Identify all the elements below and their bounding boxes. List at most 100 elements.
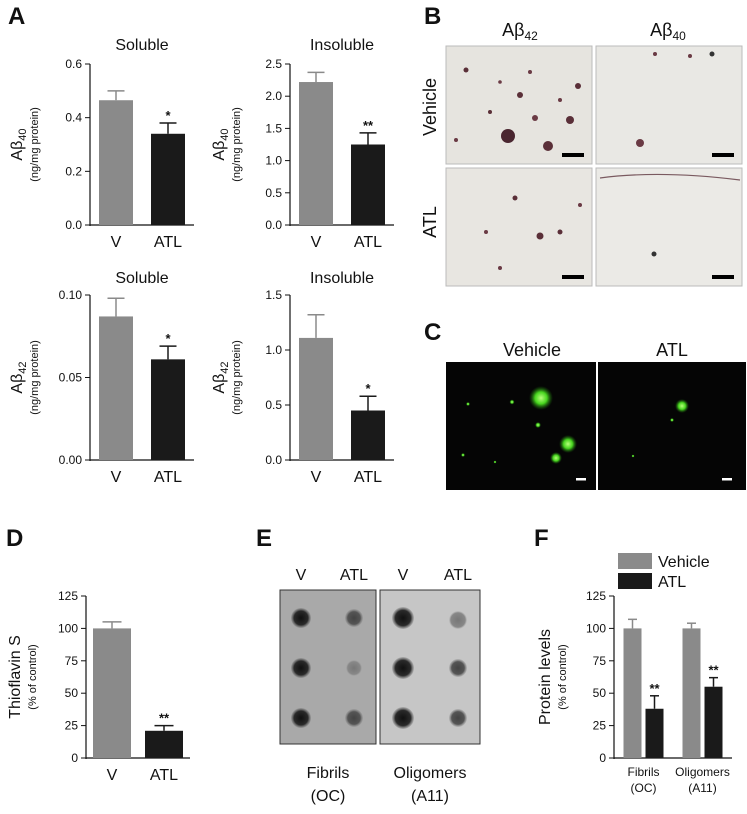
x-tick-label: V — [111, 234, 122, 251]
x-tick-label: V — [311, 234, 322, 251]
fluorescence-atl-image — [598, 362, 746, 490]
x-tick-label: V — [111, 469, 122, 486]
blot-col-label-v2: V — [398, 567, 409, 584]
y-tick-label: 0.00 — [59, 453, 83, 467]
significance-mark: ** — [649, 681, 660, 696]
x-tick-label: (A11) — [688, 781, 716, 795]
x-tick-label: ATL — [154, 234, 182, 251]
panel-c-col2-label: ATL — [656, 340, 688, 360]
blot-left-label-2: (OC) — [311, 788, 346, 805]
y-axis-unit: (% of control) — [557, 644, 569, 709]
bar — [299, 82, 333, 225]
y-tick-label: 0 — [599, 751, 606, 765]
x-tick-label: V — [107, 767, 118, 784]
x-tick-label: (OC) — [631, 781, 657, 795]
panel-b-col2-label: Aβ40 — [650, 20, 686, 43]
bar — [623, 628, 642, 758]
blot-col-label-v1: V — [296, 567, 307, 584]
bar — [145, 730, 183, 758]
bar — [351, 410, 385, 460]
y-tick-label: 0 — [71, 751, 78, 765]
y-tick-label: 2.0 — [265, 89, 282, 103]
blot-left-label-1: Fibrils — [307, 765, 350, 782]
y-tick-label: 75 — [65, 654, 79, 668]
y-axis-unit: (% of control) — [27, 644, 39, 709]
chart-a-insoluble-abeta40: Insoluble 0.0 0.5 1.0 1.5 2.0 2.5 Aβ40 (ng/mg pr… — [211, 37, 394, 251]
micrograph-vehicle-abeta42 — [445, 45, 593, 165]
significance-mark: * — [365, 381, 371, 396]
chart-title: Insoluble — [310, 37, 374, 54]
x-tick-label: Oligomers — [675, 765, 730, 779]
y-tick-label: 75 — [593, 654, 607, 668]
panel-letter-d: D — [6, 525, 23, 552]
bar — [151, 359, 185, 460]
x-tick-label: ATL — [354, 234, 382, 251]
micrograph-atl-abeta40 — [595, 167, 743, 287]
y-axis-label: Thioflavin S — [7, 635, 24, 719]
y-tick-label: 0.10 — [59, 288, 83, 302]
bar — [682, 628, 701, 758]
x-tick-label: Fibrils — [628, 765, 660, 779]
panel-b-row2-label: ATL — [420, 206, 440, 238]
y-axis-unit: (ng/mg protein) — [231, 340, 243, 415]
panel-letter-b: B — [424, 3, 441, 30]
y-axis-unit: (ng/mg protein) — [29, 107, 41, 182]
y-tick-label: 50 — [65, 686, 79, 700]
chart-a-insoluble-abeta42: Insoluble 0.0 0.5 1.0 1.5 Aβ42 (ng/mg protein)… — [211, 270, 394, 486]
significance-mark: * — [165, 331, 171, 346]
chart-title: Insoluble — [310, 270, 374, 287]
bar — [704, 686, 723, 758]
bar — [645, 708, 664, 758]
significance-mark: ** — [159, 711, 170, 726]
y-tick-label: 25 — [593, 719, 607, 733]
y-tick-label: 0.05 — [59, 371, 83, 385]
blot-right-label-1: Oligomers — [394, 765, 467, 782]
y-tick-label: 25 — [65, 719, 79, 733]
y-axis-unit: (ng/mg protein) — [29, 340, 41, 415]
y-tick-label: 0.5 — [265, 186, 282, 200]
y-tick-label: 50 — [593, 686, 607, 700]
panel-letter-a: A — [8, 3, 25, 30]
y-axis-label: Aβ42 — [9, 361, 29, 393]
y-tick-label: 0.4 — [65, 111, 82, 125]
significance-mark: ** — [363, 118, 374, 133]
panel-letter-f: F — [534, 525, 549, 552]
significance-mark: * — [165, 108, 171, 123]
y-tick-label: 1.5 — [265, 288, 282, 302]
y-tick-label: 0.0 — [65, 218, 82, 232]
panel-c-fluorescence: Vehicle ATL — [446, 340, 746, 490]
y-tick-label: 100 — [586, 621, 606, 635]
y-tick-label: 1.0 — [265, 343, 282, 357]
bar — [151, 133, 185, 225]
panel-b-micrographs: Aβ42 Aβ40 Vehicle ATL — [420, 20, 743, 287]
chart-f-protein-levels: 0 25 50 75 100 125 Protein levels (% of control… — [537, 589, 732, 795]
panel-letter-e: E — [256, 525, 272, 552]
x-tick-label: ATL — [154, 469, 182, 486]
bar — [351, 144, 385, 225]
micrograph-atl-abeta42 — [445, 167, 593, 287]
blot-col-label-atl1: ATL — [340, 567, 368, 584]
y-tick-label: 1.5 — [265, 121, 282, 135]
legend-label-vehicle: Vehicle — [658, 554, 710, 571]
y-axis-label: Aβ42 — [211, 361, 231, 393]
panel-letter-c: C — [424, 319, 441, 346]
x-tick-label: ATL — [150, 767, 178, 784]
panel-b-col1-label: Aβ42 — [502, 20, 538, 43]
chart-d-thioflavin: 0 25 50 75 100 125 Thioflavin S (% of control) V… — [7, 589, 190, 784]
y-axis-label: Protein levels — [537, 629, 554, 725]
y-tick-label: 0.6 — [65, 57, 82, 71]
blot-oligomers-a11 — [379, 589, 481, 745]
chart-title: Soluble — [115, 270, 168, 287]
bar — [299, 337, 333, 460]
y-tick-label: 125 — [58, 589, 78, 603]
chart-a-soluble-abeta40: Soluble 0.0 0.2 0.4 0.6 Aβ40 (ng/mg protein) V *… — [9, 37, 194, 251]
bar — [93, 628, 131, 758]
blot-col-label-atl2: ATL — [444, 567, 472, 584]
y-tick-label: 100 — [58, 621, 78, 635]
micrograph-vehicle-abeta40 — [595, 45, 743, 165]
y-tick-label: 2.5 — [265, 57, 282, 71]
y-tick-label: 0.2 — [65, 164, 82, 178]
bar — [99, 100, 133, 225]
bar — [99, 316, 133, 460]
